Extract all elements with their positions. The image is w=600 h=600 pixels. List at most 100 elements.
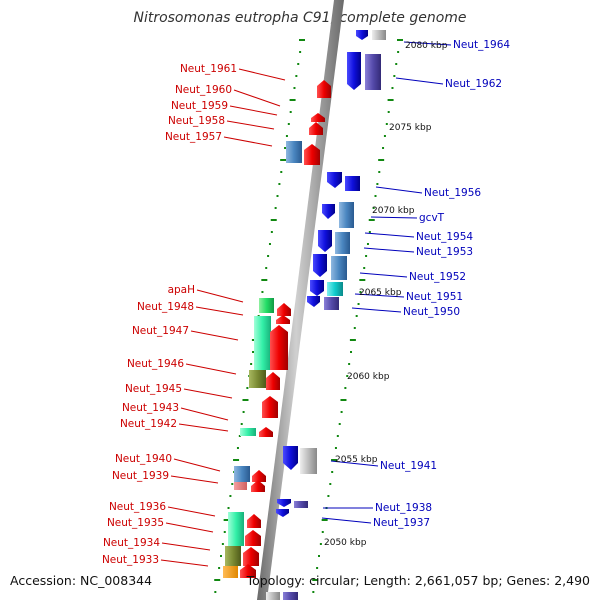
gene-feature[interactable]	[262, 396, 278, 418]
gene-label[interactable]: Neut_1947	[132, 325, 189, 337]
gene-feature[interactable]	[313, 254, 327, 277]
gene-feature[interactable]	[259, 298, 274, 313]
gene-feature[interactable]	[304, 144, 320, 165]
gene-feature[interactable]	[356, 30, 368, 40]
gene-label[interactable]: Neut_1943	[122, 402, 179, 414]
gene-feature[interactable]	[324, 297, 339, 310]
gene-label[interactable]: Neut_1961	[180, 63, 237, 75]
gene-label[interactable]: Neut_1935	[107, 517, 164, 529]
gene-feature[interactable]	[254, 316, 271, 370]
gene-feature[interactable]	[365, 54, 381, 90]
gene-feature[interactable]	[345, 176, 360, 191]
gene-feature[interactable]	[294, 501, 308, 508]
gene-feature[interactable]	[318, 230, 332, 252]
gene-feature[interactable]	[223, 566, 238, 578]
gene-feature[interactable]	[249, 370, 266, 388]
position-label: 2070 kbp	[372, 206, 415, 216]
gene-feature[interactable]	[252, 470, 266, 482]
gene-feature[interactable]	[243, 547, 259, 566]
gene-label[interactable]: Neut_1951	[406, 291, 463, 303]
leader-line	[196, 289, 244, 303]
gene-feature[interactable]	[266, 592, 280, 600]
gene-label[interactable]: Neut_1940	[115, 453, 172, 465]
gene-feature[interactable]	[234, 466, 250, 482]
gene-feature[interactable]	[276, 315, 290, 324]
leader-line	[180, 407, 229, 421]
leader-line	[229, 105, 278, 116]
gene-label[interactable]: Neut_1952	[409, 271, 466, 283]
leader-line	[238, 68, 286, 81]
leader-line	[354, 293, 405, 298]
gene-feature[interactable]	[347, 52, 361, 90]
gene-feature[interactable]	[240, 428, 256, 436]
gene-label[interactable]: Neut_1953	[416, 246, 473, 258]
position-label: 2055 kbp	[335, 455, 378, 465]
gene-label[interactable]: Neut_1934	[103, 537, 160, 549]
gene-feature[interactable]	[335, 232, 350, 254]
gene-label[interactable]: Neut_1938	[375, 502, 432, 514]
gene-feature[interactable]	[286, 141, 302, 163]
gene-label[interactable]: Neut_1960	[175, 84, 232, 96]
gene-feature[interactable]	[283, 592, 298, 600]
gene-feature[interactable]	[266, 372, 280, 390]
gene-label[interactable]: Neut_1946	[127, 358, 184, 370]
gene-feature[interactable]	[276, 509, 289, 517]
gene-label[interactable]: Neut_1942	[120, 418, 177, 430]
gene-label[interactable]: Neut_1941	[380, 460, 437, 472]
leader-line	[223, 136, 273, 147]
gene-label[interactable]: Neut_1939	[112, 470, 169, 482]
gene-label[interactable]: Neut_1937	[373, 517, 430, 529]
genome-backbone	[257, 0, 344, 600]
leader-line	[330, 460, 379, 467]
gene-feature[interactable]	[300, 448, 317, 474]
gene-feature[interactable]	[259, 427, 273, 437]
gene-label[interactable]: Neut_1964	[453, 39, 510, 51]
gene-feature[interactable]	[234, 482, 247, 490]
gene-feature[interactable]	[339, 202, 354, 228]
gene-feature[interactable]	[277, 499, 291, 507]
position-label: 2080 kbp	[405, 41, 448, 51]
gene-label[interactable]: Neut_1933	[102, 554, 159, 566]
gene-label[interactable]: apaH	[168, 284, 195, 296]
gene-feature[interactable]	[327, 172, 342, 188]
gene-label[interactable]: gcvT	[419, 212, 445, 224]
gene-feature[interactable]	[225, 546, 241, 566]
gene-label[interactable]: Neut_1948	[137, 301, 194, 313]
leader-line	[364, 232, 415, 238]
gene-feature[interactable]	[331, 256, 347, 280]
gene-label[interactable]: Neut_1962	[445, 78, 502, 90]
gene-feature[interactable]	[247, 514, 261, 528]
gene-feature[interactable]	[251, 480, 265, 492]
gene-feature[interactable]	[322, 204, 335, 219]
gene-feature[interactable]	[228, 512, 244, 546]
gene-feature[interactable]	[310, 280, 324, 296]
gene-feature[interactable]	[317, 80, 331, 98]
gene-feature[interactable]	[283, 446, 298, 470]
gene-feature[interactable]	[245, 530, 261, 546]
gene-label[interactable]: Neut_1945	[125, 383, 182, 395]
gene-label[interactable]: Neut_1936	[109, 501, 166, 513]
gene-feature[interactable]	[307, 296, 320, 307]
gene-feature[interactable]	[240, 564, 256, 578]
gene-label[interactable]: Neut_1956	[424, 187, 481, 199]
gene-feature[interactable]	[277, 303, 291, 316]
gene-feature[interactable]	[311, 113, 325, 122]
position-label: 2075 kbp	[389, 123, 432, 133]
gene-feature[interactable]	[372, 30, 386, 40]
map-title: Nitrosomonas eutropha C91, complete geno…	[133, 10, 466, 26]
leader-line	[370, 216, 418, 219]
left-gene-labels: Neut_1961 Neut_1960 Neut_1959 Neut_1958 Neut…	[102, 63, 237, 566]
leader-line	[403, 41, 452, 46]
gene-feature[interactable]	[327, 282, 343, 296]
gene-label[interactable]: Neut_1954	[416, 231, 473, 243]
gene-label[interactable]: Neut_1950	[403, 306, 460, 318]
leader-line	[170, 475, 219, 484]
gene-label[interactable]: Neut_1957	[165, 131, 222, 143]
gene-feature[interactable]	[309, 122, 323, 135]
gene-label[interactable]: Neut_1959	[171, 100, 228, 112]
gene-feature[interactable]	[270, 325, 288, 370]
leader-line	[321, 517, 372, 524]
leader-line	[161, 542, 211, 551]
gene-label[interactable]: Neut_1958	[168, 115, 225, 127]
